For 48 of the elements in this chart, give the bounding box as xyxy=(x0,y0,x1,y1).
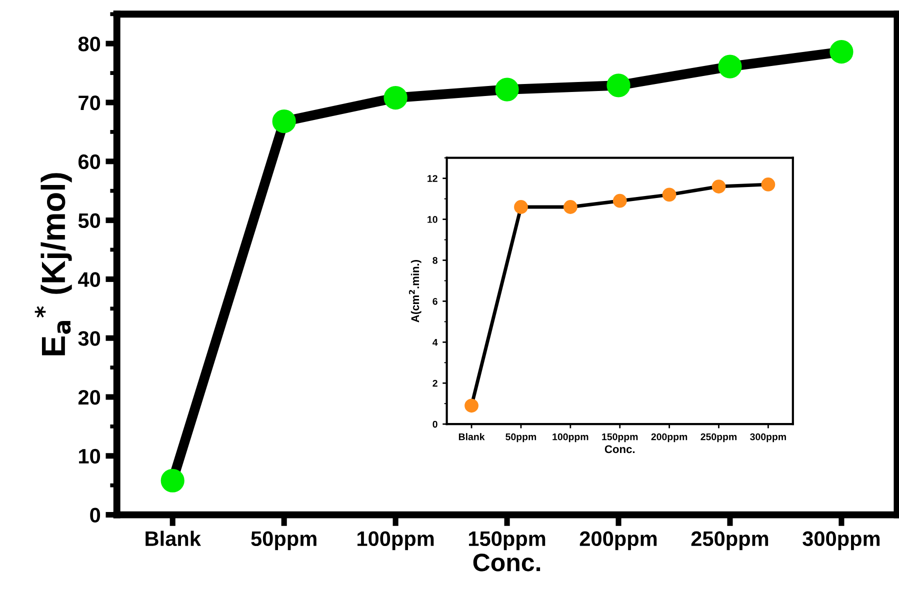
y-tick-label: 60 xyxy=(78,154,100,170)
y-tick-label: 0 xyxy=(90,508,100,523)
y-tick-label: 0 xyxy=(432,420,438,428)
x-tick-label: 300ppm xyxy=(802,531,880,550)
point xyxy=(830,40,854,64)
x-tick-label: 300ppm xyxy=(750,433,786,442)
y-tick-label: 50 xyxy=(78,213,100,228)
point xyxy=(495,78,519,102)
point xyxy=(384,86,408,110)
point xyxy=(563,200,578,214)
y-axis-title: A(cm$^{2}$.min.) xyxy=(408,260,422,322)
y-tick-label: 30 xyxy=(78,331,100,346)
x-tick-label: 150ppm xyxy=(602,433,638,442)
y-tick-label: 12 xyxy=(428,175,438,182)
point xyxy=(712,180,726,194)
point xyxy=(160,468,184,492)
y-tick-label: 10 xyxy=(79,448,100,464)
x-axis-title: Conc. xyxy=(473,554,540,572)
x-tick-label: Blank xyxy=(146,530,201,546)
y-tick-label: 8 xyxy=(432,256,438,264)
x-tick-label: Blank xyxy=(458,433,485,440)
y-tick-label: 70 xyxy=(78,95,100,110)
x-tick-label: 200ppm xyxy=(651,433,688,442)
y-tick-label: 10 xyxy=(428,216,438,223)
y-tick-label: 2 xyxy=(432,380,438,387)
point xyxy=(606,74,630,98)
y-tick-label: 80 xyxy=(78,36,100,52)
x-tick-label: 100ppm xyxy=(552,433,588,442)
point xyxy=(718,54,742,78)
y-tick-label: 4 xyxy=(432,339,438,346)
x-tick-label: 150ppm xyxy=(468,531,546,550)
x-tick-label: 250ppm xyxy=(700,433,737,442)
y-tick-label: 20 xyxy=(78,390,100,405)
x-tick-label: 250ppm xyxy=(691,531,768,550)
x-tick-label: 50ppm xyxy=(506,433,536,442)
point xyxy=(514,200,528,214)
x-axis-title: Conc. xyxy=(604,445,635,454)
x-tick-label: 100ppm xyxy=(358,531,434,550)
y-axis-title: E$_{a}$$^{*}$ (Kj/mol) xyxy=(34,173,72,356)
x-tick-label: 50ppm xyxy=(251,531,316,550)
y-tick-label: 6 xyxy=(432,298,438,305)
y-tick-label: 40 xyxy=(78,272,100,287)
x-tick-label: 200ppm xyxy=(580,531,657,550)
point xyxy=(612,194,627,208)
point xyxy=(464,398,478,413)
point xyxy=(761,178,776,192)
point xyxy=(272,110,296,134)
point xyxy=(662,188,676,202)
